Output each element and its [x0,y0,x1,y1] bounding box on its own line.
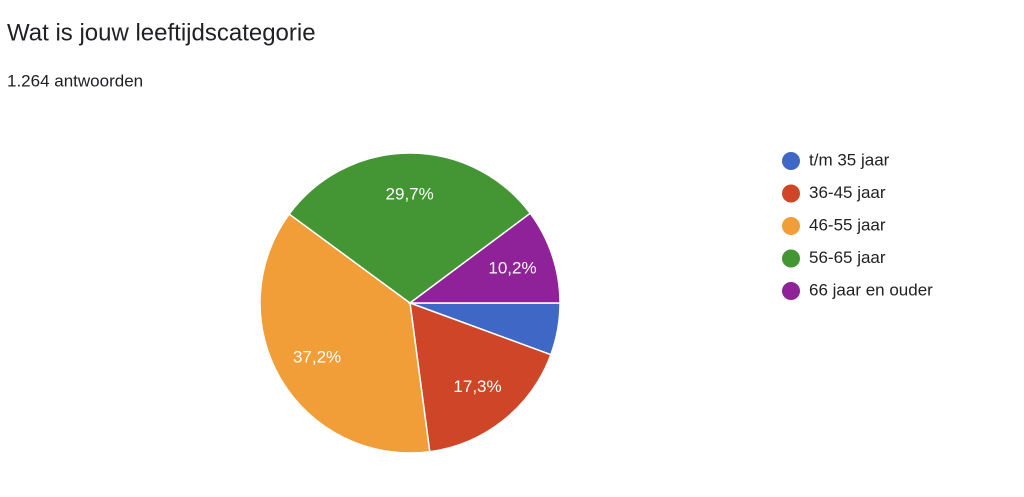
legend-label: 56-65 jaar [809,248,886,267]
chart-title: Wat is jouw leeftijdscategorie [7,19,316,46]
legend-swatch [782,152,800,170]
pie: 17,3% 37,2% 29,7% 10,2% [259,152,561,454]
legend-swatch [782,249,800,268]
data-label: 29,7% [386,184,434,203]
pie-slice [407,212,561,304]
legend-label: 46-55 jaar [809,215,886,234]
pie-slice [259,213,431,454]
legend-label: 36-45 jaar [809,183,886,202]
legend-label: 66 jaar en ouder [809,280,933,299]
legend-swatch [782,217,800,235]
legend-swatch [782,282,800,300]
legend-swatch [782,184,800,203]
data-label: 37,2% [293,347,341,366]
data-label: 17,3% [453,377,501,396]
pie-slice [409,301,552,453]
pie-slice [288,152,532,304]
legend: t/m 35 jaar 36-45 jaar 46-55 jaar 56-65 jaa… [782,150,933,300]
data-label: 10,2% [488,258,536,277]
legend-label: t/m 35 jaar [809,150,890,169]
chart-subtitle: 1.264 antwoorden [7,71,143,90]
